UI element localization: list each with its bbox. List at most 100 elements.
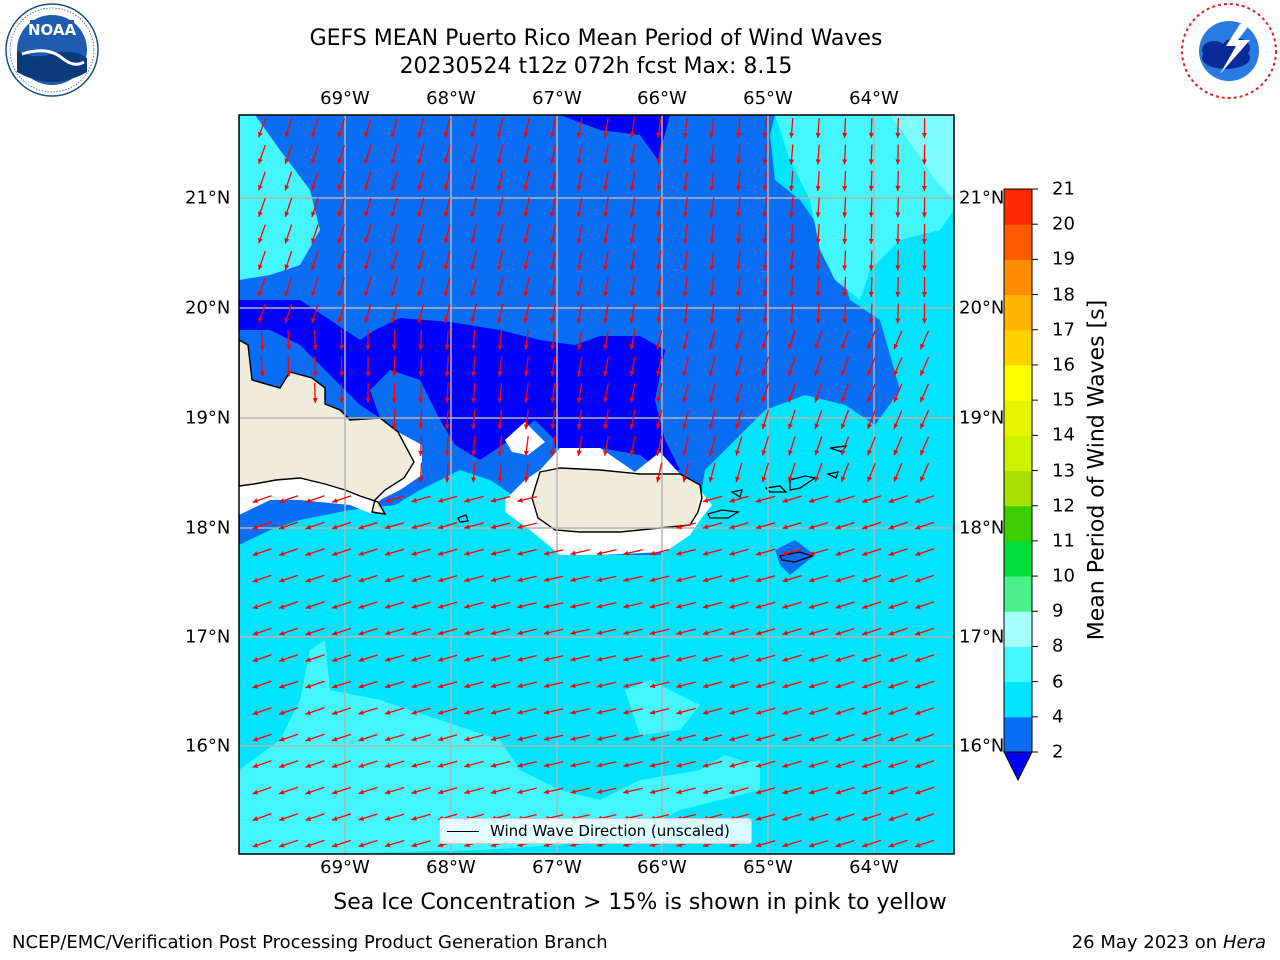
wind-wave-arrowhead <box>464 789 470 795</box>
wind-wave-arrowhead <box>629 450 635 456</box>
wind-wave-arrowhead <box>729 789 735 795</box>
wind-wave-arrowhead <box>411 842 417 848</box>
colorbar-tick-label: 14 <box>1052 424 1075 446</box>
lat-tick-left: 21°N <box>185 187 231 209</box>
wind-wave-arrowhead <box>840 343 846 350</box>
wind-wave-arrowhead <box>862 736 868 742</box>
wind-wave-arrowhead <box>576 212 582 218</box>
lon-tick-top: 64°W <box>849 88 899 109</box>
wind-wave-arrowhead <box>682 397 688 403</box>
wind-wave-arrowhead <box>305 842 311 848</box>
wind-wave-arrowhead <box>868 318 874 324</box>
wind-wave-arrowhead <box>390 264 396 271</box>
wind-wave-arrowhead <box>623 603 629 609</box>
wind-wave-arrowhead <box>543 789 550 795</box>
wind-wave-arrowhead <box>788 344 793 350</box>
wind-wave-arrowhead <box>788 423 793 429</box>
wind-wave-arrowhead <box>682 344 688 350</box>
wind-wave-arrowhead <box>676 762 682 768</box>
wind-wave-arrowhead <box>762 212 768 218</box>
wind-wave-arrowhead <box>868 185 874 191</box>
wind-wave-arrowhead <box>279 551 285 556</box>
wind-wave-arrowhead <box>337 291 343 297</box>
wind-wave-arrowhead <box>761 397 767 403</box>
wind-wave-arrowhead <box>596 603 603 609</box>
map-legend: Wind Wave Direction (unscaled) <box>439 818 752 844</box>
lat-tick-left: 19°N <box>185 407 231 429</box>
no-data-region <box>505 422 545 455</box>
wind-wave-arrowhead <box>390 238 396 244</box>
wind-wave-arrowhead <box>676 683 682 689</box>
colorbar-bin <box>1004 646 1032 683</box>
wind-wave-arrowhead <box>550 291 555 297</box>
wind-wave-arrowhead <box>497 238 502 244</box>
wind-wave-arrowhead <box>490 762 497 768</box>
island-outline <box>730 445 848 499</box>
wind-wave-arrowhead <box>682 185 688 191</box>
wind-wave-arrowhead <box>862 816 868 821</box>
wind-wave-arrowhead <box>471 371 477 377</box>
wind-wave-arrowhead <box>311 185 316 191</box>
wind-wave-arrowhead <box>417 211 423 218</box>
wind-wave-arrowhead <box>543 683 550 689</box>
wind-wave-arrowhead <box>888 524 895 530</box>
wind-wave-arrowhead <box>258 131 263 138</box>
wind-wave-arrowhead <box>708 423 714 430</box>
wind-wave-arrowhead <box>888 710 895 715</box>
wind-wave-arrowhead <box>629 291 635 297</box>
wind-wave-arrowhead <box>417 317 423 324</box>
wind-wave-arrowhead <box>411 736 417 742</box>
wind-wave-arrowhead <box>862 763 868 768</box>
wind-wave-arrowhead <box>835 816 841 821</box>
wind-wave-arrowhead <box>279 630 285 636</box>
wind-wave-arrowhead <box>603 371 609 377</box>
wind-wave-arrowhead <box>339 371 345 377</box>
wind-wave-arrowhead <box>735 344 740 350</box>
wind-wave-arrowhead <box>311 158 316 164</box>
wind-wave-arrowhead <box>682 291 688 297</box>
wind-wave-arrowhead <box>649 603 656 609</box>
wind-wave-arrowhead <box>868 212 874 218</box>
wind-wave-arrowhead <box>444 371 450 377</box>
wind-wave-arrowhead <box>252 551 259 556</box>
wind-wave-arrowhead <box>252 816 259 821</box>
wind-wave-arrowhead <box>702 630 709 636</box>
wind-wave-arrowhead <box>808 683 815 689</box>
wind-wave-arrowhead <box>762 132 768 138</box>
wind-wave-arrowhead <box>471 424 477 430</box>
wind-wave-arrowhead <box>437 603 444 609</box>
wind-wave-arrowhead <box>895 265 901 271</box>
wind-wave-arrowhead <box>702 524 709 530</box>
wind-wave-arrowhead <box>782 551 788 556</box>
wind-wave-arrowhead <box>497 344 503 350</box>
colorbar-tick-label: 8 <box>1052 635 1064 657</box>
wind-wave-arrowhead <box>808 630 815 636</box>
wind-wave-arrowhead <box>623 762 629 768</box>
wind-wave-arrowhead <box>523 238 529 244</box>
colorbar-bin <box>1004 400 1032 436</box>
wind-wave-arrowhead <box>517 656 523 662</box>
wind-wave-arrowhead <box>755 630 762 636</box>
wind-wave-arrowhead <box>835 604 841 609</box>
wind-wave-arrowhead <box>708 344 714 350</box>
wind-wave-vectors <box>252 117 935 848</box>
wind-wave-arrowhead <box>444 450 450 456</box>
wind-wave-arrowhead <box>895 132 901 138</box>
wind-wave-arrowhead <box>252 736 259 742</box>
wind-wave-arrowhead <box>867 476 872 482</box>
wind-wave-arrowhead <box>656 370 661 377</box>
wind-wave-arrowhead <box>729 736 735 742</box>
wind-wave-arrowhead <box>411 630 417 636</box>
wind-wave-arrowhead <box>921 159 927 165</box>
wind-wave-arrowhead <box>332 710 338 715</box>
wind-wave-arrowhead <box>736 265 741 271</box>
wind-wave-arrowhead <box>365 371 371 377</box>
wind-wave-arrowhead <box>311 291 316 297</box>
wind-wave-arrowhead <box>444 477 450 483</box>
wind-wave-arrowhead <box>570 656 576 662</box>
footer-branch: NCEP/EMC/Verification Post Processing Pr… <box>12 932 608 953</box>
wind-wave-arrowhead <box>490 524 497 530</box>
wind-wave-arrowhead <box>305 577 311 583</box>
wind-wave-arrowhead <box>364 211 369 218</box>
wind-wave-arrowhead <box>682 318 688 324</box>
